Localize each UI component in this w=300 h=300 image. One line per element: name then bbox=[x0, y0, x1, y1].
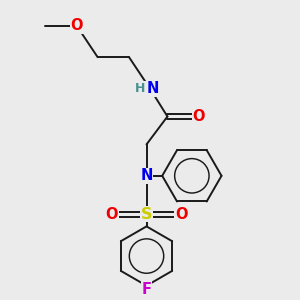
Text: F: F bbox=[142, 282, 152, 297]
Text: O: O bbox=[175, 207, 188, 222]
Text: O: O bbox=[105, 207, 118, 222]
Text: O: O bbox=[193, 109, 205, 124]
Text: H: H bbox=[135, 82, 146, 95]
Text: N: N bbox=[140, 168, 153, 183]
Text: O: O bbox=[70, 18, 83, 33]
Text: N: N bbox=[146, 81, 159, 96]
Text: S: S bbox=[141, 207, 152, 222]
